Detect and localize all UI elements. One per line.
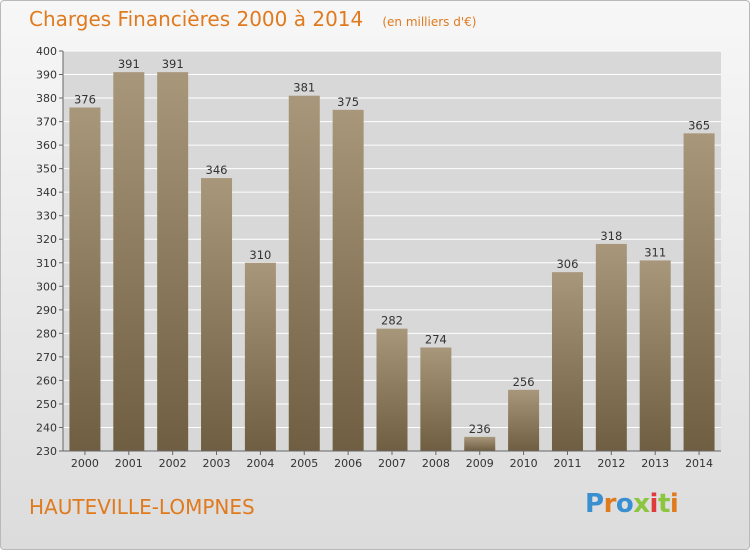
bar: [113, 72, 145, 452]
labels: 230 240 250 260 270 280 290 300 310 320 330 340 350 3…: [36, 45, 713, 470]
y-tick-label: 360: [36, 139, 57, 152]
x-tick-label: 2010: [510, 457, 538, 470]
data-label: 381: [293, 81, 315, 95]
bar: [464, 436, 496, 451]
bar: [551, 272, 583, 451]
y-tick-label: 320: [36, 233, 57, 246]
data-label: 391: [162, 57, 184, 71]
logo-letter: P: [585, 489, 604, 519]
x-tick-label: 2002: [159, 457, 187, 470]
data-label: 306: [556, 257, 578, 271]
x-tick-label: 2011: [553, 457, 581, 470]
bar: [595, 243, 627, 451]
data-label: 236: [469, 422, 491, 436]
x-tick-label: 2004: [246, 457, 274, 470]
data-label: 310: [249, 248, 271, 262]
y-tick-label: 290: [36, 304, 57, 317]
logo-letter: t: [657, 489, 670, 519]
bar: [508, 389, 540, 451]
bar: [69, 107, 101, 452]
y-tick-label: 240: [36, 421, 57, 434]
y-tick-label: 250: [36, 398, 57, 411]
y-tick-label: 330: [36, 210, 57, 223]
logo-letter: i: [669, 489, 679, 519]
data-label: 282: [381, 314, 403, 328]
bar: [683, 133, 715, 451]
chart-subtitle: (en milliers d'€): [382, 15, 477, 29]
data-label: 375: [337, 95, 359, 109]
y-tick-label: 340: [36, 186, 57, 199]
y-tick-label: 370: [36, 116, 57, 129]
data-label: 376: [74, 92, 96, 106]
y-tick-label: 310: [36, 257, 57, 270]
x-tick-label: 2007: [378, 457, 406, 470]
title-row: Charges Financières 2000 à 2014 (en mill…: [29, 7, 476, 31]
bar: [288, 95, 320, 452]
x-tick-label: 2014: [685, 457, 713, 470]
x-tick-label: 2006: [334, 457, 362, 470]
data-label: 256: [513, 375, 535, 389]
y-tick-label: 280: [36, 327, 57, 340]
y-tick-label: 300: [36, 280, 57, 293]
y-tick-label: 400: [36, 45, 57, 58]
commune-name: HAUTEVILLE-LOMPNES: [29, 495, 255, 519]
logo-letter: x: [633, 489, 650, 519]
x-tick-label: 2001: [115, 457, 143, 470]
x-tick-label: 2005: [290, 457, 318, 470]
y-tick-label: 260: [36, 374, 57, 387]
x-tick-label: 2008: [422, 457, 450, 470]
bar: [639, 260, 671, 451]
x-tick-label: 2013: [641, 457, 669, 470]
proxiti-logo[interactable]: Proxiti: [585, 489, 679, 519]
y-tick-label: 390: [36, 69, 57, 82]
bar: [201, 178, 233, 451]
y-tick-label: 380: [36, 92, 57, 105]
x-tick-label: 2009: [466, 457, 494, 470]
data-label: 318: [600, 229, 622, 243]
bar: [157, 72, 189, 452]
x-tick-label: 2003: [203, 457, 231, 470]
data-label: 365: [688, 118, 710, 132]
chart-title: Charges Financières 2000 à 2014: [29, 7, 364, 31]
axes: [59, 50, 721, 455]
bar: [244, 262, 276, 451]
data-label: 311: [644, 245, 666, 259]
data-label: 391: [118, 57, 140, 71]
logo-letter: r: [603, 489, 617, 519]
y-tick-label: 350: [36, 163, 57, 176]
bar: [376, 328, 408, 451]
bars: [69, 72, 715, 452]
bar: [332, 109, 364, 451]
x-tick-label: 2000: [71, 457, 99, 470]
logo-letter: i: [649, 489, 659, 519]
data-label: 274: [425, 332, 447, 346]
x-tick-label: 2012: [597, 457, 625, 470]
data-label: 346: [206, 163, 228, 177]
bar: [420, 347, 452, 451]
logo-letter: o: [615, 489, 634, 519]
y-tick-label: 270: [36, 351, 57, 364]
y-tick-label: 230: [36, 445, 57, 458]
